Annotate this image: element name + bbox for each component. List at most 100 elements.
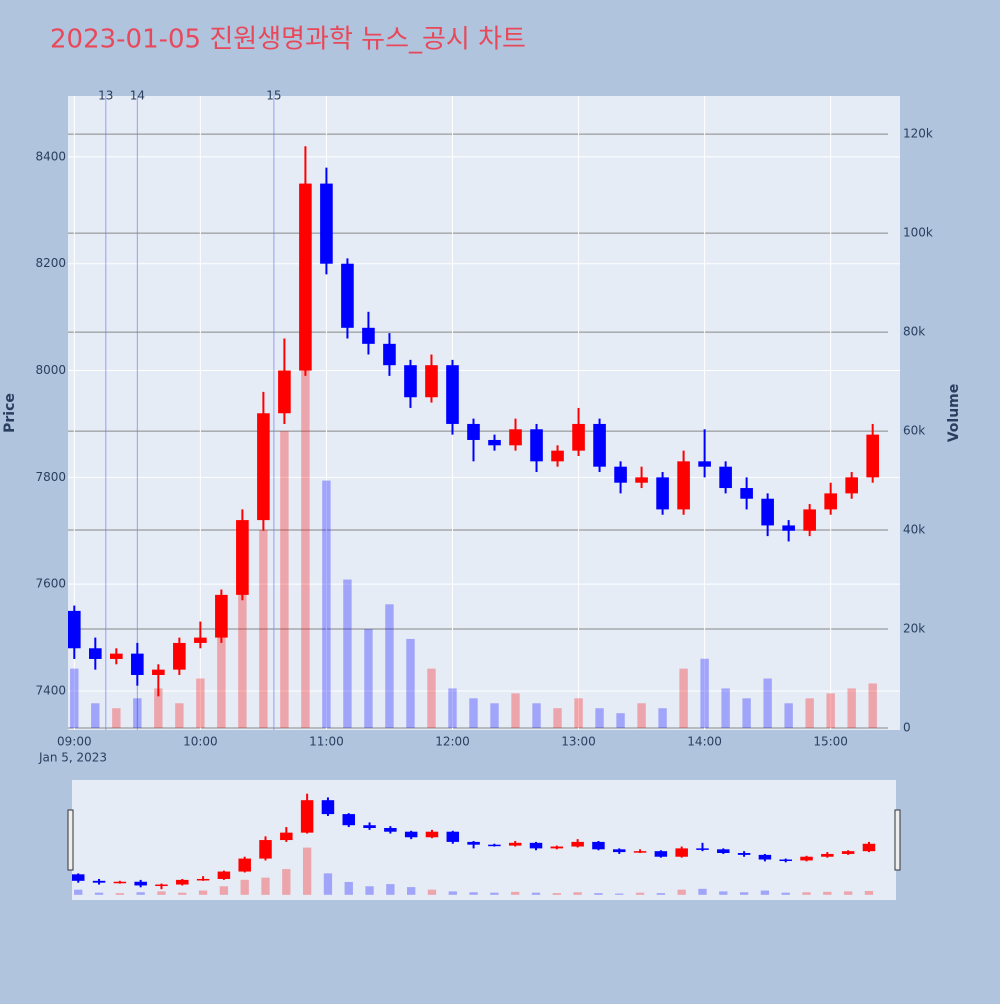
volume-bar — [679, 668, 688, 729]
y2-tick-label: 80k — [903, 325, 925, 339]
slider-volume-bar — [448, 891, 457, 895]
slider-candle-body — [508, 842, 522, 846]
slider-candle-body — [238, 858, 251, 872]
candle-body — [551, 450, 564, 462]
y2-tick-label: 60k — [903, 424, 925, 438]
candle-body — [173, 642, 186, 670]
candle-body — [68, 610, 81, 649]
candle-body — [845, 477, 858, 494]
volume-bar — [490, 703, 499, 729]
candle-body — [803, 509, 816, 531]
candle-body — [509, 429, 522, 446]
volume-bar — [112, 708, 121, 729]
candle-body — [152, 669, 165, 675]
slider-candle-body — [404, 831, 418, 838]
date-label: Jan 5, 2023 — [38, 751, 107, 765]
slider-volume-bar — [198, 890, 208, 895]
y-tick-label: 8200 — [35, 256, 66, 270]
slider-volume-bar — [781, 892, 790, 895]
y2-tick-label: 100k — [903, 226, 933, 240]
volume-bar — [196, 678, 205, 729]
candle-body — [341, 263, 354, 328]
slider-volume-bar — [490, 892, 499, 895]
slider-volume-bar — [74, 889, 83, 895]
candle-body — [614, 466, 627, 483]
news-label: 15 — [266, 89, 281, 103]
candle-body — [782, 525, 795, 531]
x-tick-label: 11:00 — [309, 735, 344, 749]
slider-volume-bar — [594, 893, 603, 895]
candle-body — [446, 365, 459, 424]
candle-body — [89, 648, 102, 659]
volume-bar — [427, 668, 436, 729]
y2-tick-label: 20k — [903, 622, 925, 636]
volume-bar — [217, 629, 226, 729]
slider-candle-body — [196, 878, 210, 881]
volume-bar — [469, 698, 478, 729]
y-axis-title: Price — [2, 393, 18, 433]
y-tick-label: 7800 — [35, 470, 66, 484]
slider-candle-body — [613, 849, 626, 853]
volume-bar — [700, 658, 709, 729]
candle-body — [131, 653, 144, 675]
slider-candle-body — [155, 884, 168, 887]
slider-handle-right[interactable] — [894, 809, 901, 871]
volume-bar — [574, 698, 583, 729]
candle-body — [320, 183, 333, 264]
volume-bar — [805, 698, 814, 729]
x-tick-label: 14:00 — [687, 735, 722, 749]
slider-volume-bar — [407, 887, 416, 895]
volume-bar — [448, 688, 457, 729]
y-tick-label: 7600 — [35, 577, 66, 591]
candle-body — [530, 429, 543, 462]
slider-volume-bar — [677, 889, 686, 895]
volume-bar — [238, 554, 247, 729]
slider-candle-body — [259, 840, 272, 859]
y2-tick-label: 120k — [903, 127, 933, 141]
slider-candle-body — [92, 880, 106, 883]
slider-handle-left[interactable] — [67, 809, 74, 871]
slider-candle-body — [592, 841, 605, 850]
y-tick-label: 8000 — [35, 363, 66, 377]
volume-bar — [91, 703, 100, 729]
news-label: 14 — [130, 89, 145, 103]
volume-bar — [553, 708, 562, 729]
y2-tick-label: 40k — [903, 523, 925, 537]
volume-bar — [616, 713, 625, 729]
range-slider[interactable] — [72, 780, 896, 900]
volume-bar — [721, 688, 730, 729]
slider-volume-bar — [386, 884, 395, 895]
slider-volume-bar — [261, 877, 270, 895]
x-tick-label: 13:00 — [561, 735, 596, 749]
y2-axis-title: Volume — [946, 384, 962, 443]
slider-candle-body — [446, 831, 460, 842]
slider-candle-body — [862, 843, 876, 852]
candle-body — [215, 594, 228, 638]
candle-body — [236, 520, 249, 595]
slider-volume-bar — [219, 886, 229, 895]
candle-body — [866, 434, 879, 478]
volume-bar — [133, 698, 142, 729]
slider-volume-bar — [302, 847, 312, 895]
slider-candle-body — [717, 849, 730, 854]
volume-bar — [763, 678, 772, 729]
slider-candle-body — [72, 874, 85, 881]
volume-bar — [301, 183, 310, 729]
slider-candle-body — [363, 825, 376, 828]
volume-bar — [154, 688, 163, 729]
slider-candle-body — [134, 881, 147, 886]
candle-body — [740, 488, 753, 499]
slider-candle-body — [654, 851, 668, 857]
candle-body — [299, 183, 312, 371]
slider-volume-bar — [282, 869, 291, 895]
volume-bar — [364, 629, 373, 729]
volume-bar — [595, 708, 604, 729]
slider-candle-body — [841, 851, 855, 854]
candle-body — [110, 653, 123, 659]
slider-volume-bar — [656, 893, 666, 895]
slider-candle-body — [467, 841, 480, 845]
chart-title: 2023-01-05 진원생명과학 뉴스_공시 차트 — [50, 25, 526, 55]
slider-candle-body — [800, 856, 813, 861]
slider-volume-bar — [94, 892, 104, 895]
slider-volume-bar — [635, 892, 645, 895]
